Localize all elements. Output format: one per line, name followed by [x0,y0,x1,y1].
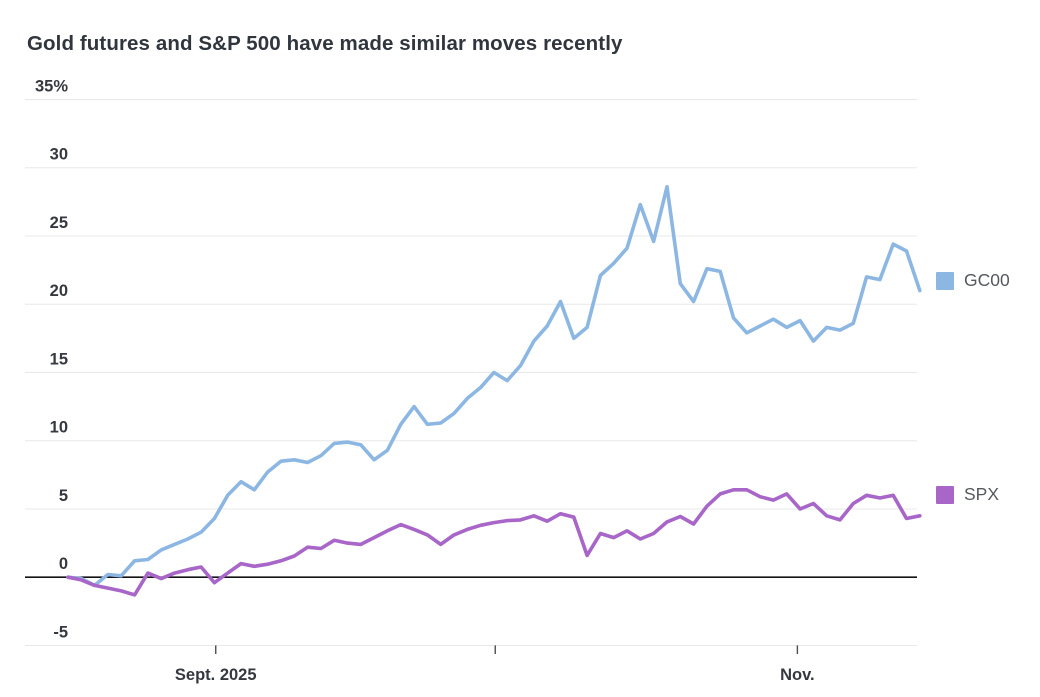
series-line-gc00 [66,185,922,588]
y-axis-tick-label: 15 [50,350,68,368]
legend-item-spx: SPX [936,484,999,505]
legend-label-gc00: GC00 [964,270,1010,290]
legend-item-gc00: GC00 [936,270,1010,291]
x-axis-tick-label: Nov. [780,666,815,684]
y-axis-tick-label: 10 [50,419,68,437]
y-axis-tick-label: 35% [35,77,68,95]
y-axis-tick-label: 30 [50,146,68,164]
x-axis-tick-label: Sept. 2025 [175,666,257,684]
y-axis-tick-label: 0 [59,555,68,573]
y-axis-tick-label: 20 [50,282,68,300]
chart-title: Gold futures and S&P 500 have made simil… [27,31,623,55]
y-axis-tick-label: 25 [50,214,68,232]
legend-label-spx: SPX [964,484,1000,504]
series-line-spx [66,487,922,597]
y-axis-tick-label: -5 [53,623,68,641]
gc00-series-swatch-icon [936,271,954,290]
y-axis-tick-label: 5 [59,487,68,505]
spx-series-swatch-icon [936,485,954,504]
